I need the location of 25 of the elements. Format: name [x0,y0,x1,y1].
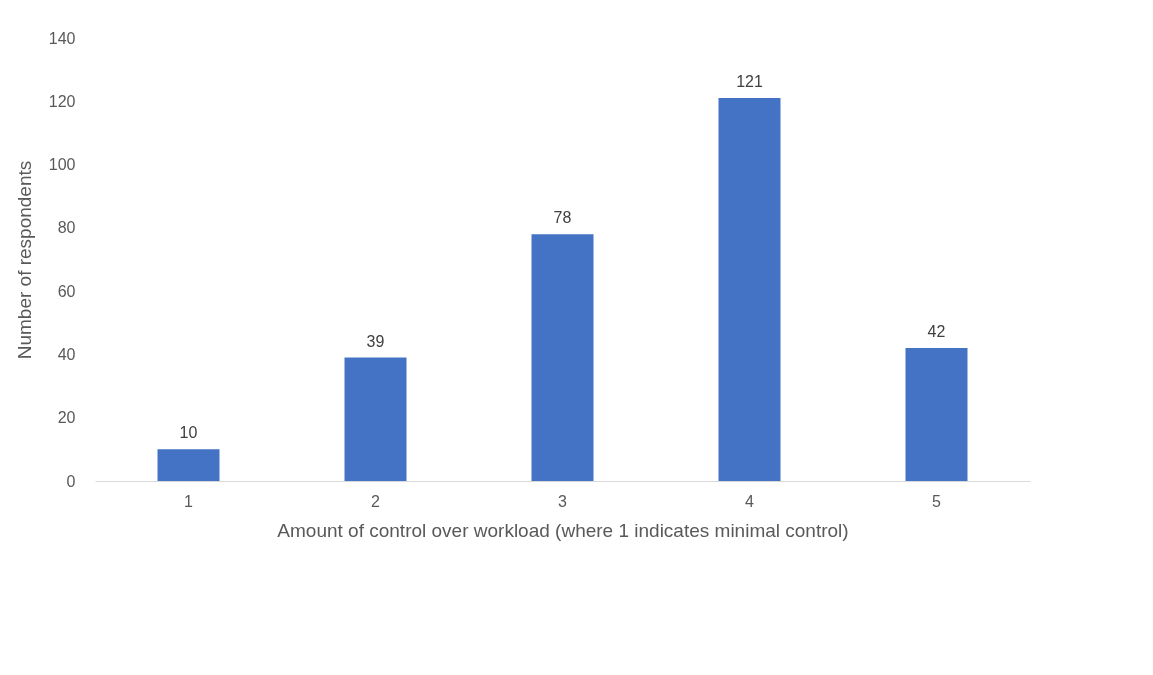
y-tick-label: 40 [57,345,76,363]
bar [157,449,220,481]
x-tick-label: 5 [932,492,942,510]
bar [344,357,407,481]
bar [531,234,594,481]
data-label: 78 [553,209,572,227]
data-label: 39 [366,332,385,350]
y-tick-label: 80 [57,219,76,237]
x-tick-label: 4 [745,492,755,510]
y-tick-label: 140 [48,29,76,47]
bar [718,98,781,481]
x-tick-label: 2 [371,492,381,510]
data-label: 10 [179,424,198,442]
y-tick-label: 120 [48,92,76,110]
y-tick-label: 100 [48,156,76,174]
x-tick-label: 3 [558,492,568,510]
bar [905,348,968,481]
y-tick-label: 0 [66,472,76,490]
y-axis-title: Number of respondents [13,160,35,360]
x-axis-title: Amount of control over workload (where 1 indicates minimal control) [277,519,849,541]
y-tick-label: 60 [57,282,76,300]
data-label: 42 [927,323,946,341]
y-tick-label: 20 [57,409,76,427]
data-label: 121 [736,73,763,91]
x-tick-label: 1 [184,492,194,510]
